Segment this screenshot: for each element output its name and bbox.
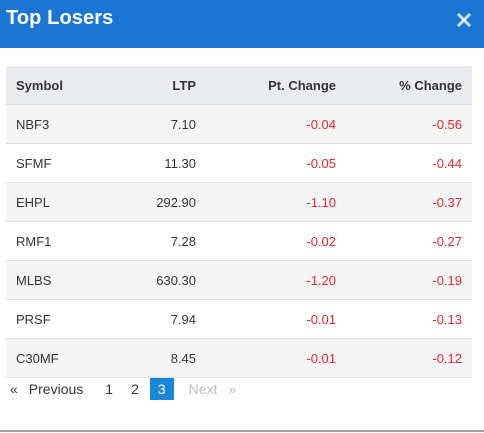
pt-change-cell: -0.01: [206, 299, 346, 339]
ltp-cell: 630.30: [116, 260, 206, 300]
symbol-cell: SFMF: [6, 143, 116, 183]
page-3-button[interactable]: 3: [149, 378, 174, 400]
ltp-cell: 11.30: [116, 143, 206, 183]
ltp-cell: 7.10: [116, 104, 206, 144]
table-row[interactable]: MLBS 630.30 -1.20 -0.19: [6, 260, 472, 300]
page-2-button[interactable]: 2: [131, 381, 139, 397]
pct-change-cell: -0.19: [346, 260, 472, 300]
top-losers-table: Symbol LTP Pt. Change % Change NBF3 7.10…: [6, 66, 472, 378]
column-header-ltp[interactable]: LTP: [116, 66, 206, 105]
column-header-symbol[interactable]: Symbol: [6, 66, 116, 105]
table-row[interactable]: RMF1 7.28 -0.02 -0.27: [6, 221, 472, 261]
pct-change-cell: -0.12: [346, 338, 472, 378]
column-header-pt-change[interactable]: Pt. Change: [206, 66, 346, 105]
bottom-divider: [0, 430, 484, 432]
page-1-button[interactable]: 1: [105, 381, 114, 397]
symbol-cell: PRSF: [6, 299, 116, 339]
symbol-cell: EHPL: [6, 182, 116, 222]
pct-change-cell: -0.13: [346, 299, 472, 339]
close-icon[interactable]: [454, 10, 474, 30]
symbol-cell: RMF1: [6, 221, 116, 261]
ltp-cell: 292.90: [116, 182, 206, 222]
pct-change-cell: -0.44: [346, 143, 472, 183]
ltp-cell: 7.28: [116, 221, 206, 261]
previous-button[interactable]: Previous: [28, 381, 84, 397]
pct-change-cell: -0.27: [346, 221, 472, 261]
pt-change-cell: -0.02: [206, 221, 346, 261]
table-header-row: Symbol LTP Pt. Change % Change: [6, 66, 472, 105]
pt-change-cell: -0.04: [206, 104, 346, 144]
ltp-cell: 7.94: [116, 299, 206, 339]
modal-title: Top Losers: [6, 7, 114, 29]
pct-change-cell: -0.56: [346, 104, 472, 144]
symbol-cell: MLBS: [6, 260, 116, 300]
table-row[interactable]: EHPL 292.90 -1.10 -0.37: [6, 182, 472, 222]
pt-change-cell: -0.01: [206, 338, 346, 378]
symbol-cell: NBF3: [6, 104, 116, 144]
pct-change-cell: -0.37: [346, 182, 472, 222]
column-header-pct-change[interactable]: % Change: [346, 66, 472, 105]
table-row[interactable]: SFMF 11.30 -0.05 -0.44: [6, 143, 472, 183]
last-page-arrow[interactable]: »: [228, 381, 237, 397]
table-row[interactable]: NBF3 7.10 -0.04 -0.56: [6, 104, 472, 144]
next-button[interactable]: Next: [188, 381, 218, 397]
pt-change-cell: -1.10: [206, 182, 346, 222]
pagination: « Previous 1 2 3 Next »: [6, 377, 240, 401]
first-page-arrow[interactable]: «: [10, 381, 18, 397]
ltp-cell: 8.45: [116, 338, 206, 378]
table-row[interactable]: C30MF 8.45 -0.01 -0.12: [6, 338, 472, 378]
pt-change-cell: -0.05: [206, 143, 346, 183]
symbol-cell: C30MF: [6, 338, 116, 378]
table-row[interactable]: PRSF 7.94 -0.01 -0.13: [6, 299, 472, 339]
pt-change-cell: -1.20: [206, 260, 346, 300]
modal-header: Top Losers: [0, 0, 484, 48]
